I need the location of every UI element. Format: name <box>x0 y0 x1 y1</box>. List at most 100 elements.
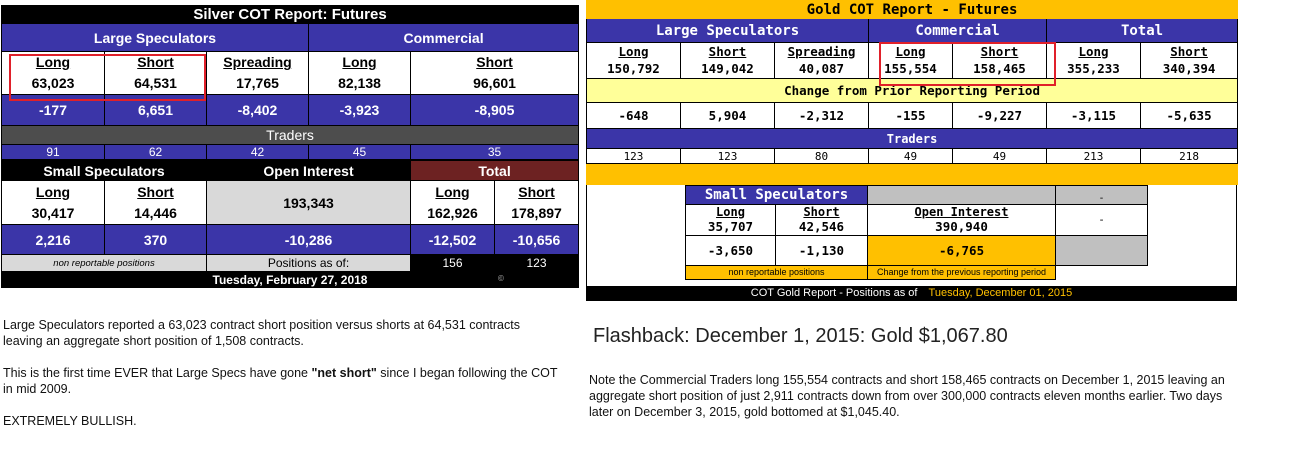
gold-ss-long-label: Long <box>685 204 776 219</box>
silver-ls-long: 63,023 <box>1 72 105 95</box>
gold-total-long-label: Long <box>1046 42 1141 60</box>
gold-traders-1: 123 <box>586 148 681 164</box>
gold-total-short: 340,394 <box>1139 59 1239 79</box>
gold-com-long-label: Long <box>868 42 953 60</box>
silver-total-long-label: Long <box>410 180 496 203</box>
gold-chg-1: -648 <box>586 102 681 129</box>
silver-traders-3: 42 <box>206 144 309 160</box>
gold-traders-6: 213 <box>1046 148 1141 164</box>
silver-chg-com-short: -8,905 <box>409 94 580 126</box>
left-p2-bold: "net short" <box>311 366 377 380</box>
gold-chg-3: -2,312 <box>774 102 869 129</box>
silver-cot-table: Silver COT Report: Futures Large Specula… <box>0 5 580 288</box>
silver-copyright: © <box>498 274 504 283</box>
gold-chg-6: -3,115 <box>1046 102 1141 129</box>
gold-spacer-bar <box>585 163 1239 185</box>
silver-open-interest: 193,343 <box>206 180 412 225</box>
left-paragraph-3: EXTREMELY BULLISH. <box>3 414 137 428</box>
right-paragraph: Note the Commercial Traders long 155,554… <box>589 373 1225 419</box>
gold-cot-table: Gold COT Report - Futures Large Speculat… <box>585 0 1239 301</box>
gold-ss-chg-short: -1,130 <box>774 234 869 266</box>
silver-oi-chg: -10,286 <box>206 224 412 255</box>
gold-ls-short: 149,042 <box>680 59 775 79</box>
gold-dash-2: - <box>1055 204 1149 236</box>
gold-ss-chg-long: -3,650 <box>685 234 776 266</box>
gold-ls-short-label: Short <box>680 42 775 60</box>
gold-com-short-label: Short <box>952 42 1047 60</box>
left-paragraph-1: Large Speculators reported a 63,023 cont… <box>3 318 520 348</box>
gold-chg-5: -9,227 <box>952 102 1047 129</box>
gold-change-prev-label: Change from the previous reporting perio… <box>867 264 1057 280</box>
gold-com-short: 158,465 <box>952 59 1047 79</box>
gold-traders-7: 218 <box>1139 148 1239 164</box>
gold-empty-cell <box>1055 265 1148 279</box>
silver-nonrep-label: non reportable positions <box>0 254 208 272</box>
gold-traders-3: 80 <box>774 148 869 164</box>
silver-com-long: 82,138 <box>308 72 411 95</box>
left-p2-start: This is the first time EVER that Large S… <box>3 366 312 380</box>
gold-oi-chg: -6,765 <box>867 234 1057 266</box>
silver-footer: Tuesday, February 27, 2018 © <box>0 271 580 288</box>
silver-com-short-label: Short <box>409 51 580 73</box>
silver-chg-ls-long: -177 <box>1 94 105 126</box>
silver-total-chg-long: -12,502 <box>410 224 496 255</box>
silver-total-short: 178,897 <box>494 202 580 225</box>
silver-com-short: 96,601 <box>409 72 580 95</box>
silver-traders-4: 45 <box>308 144 411 160</box>
silver-total-chg-short: -10,656 <box>494 224 580 255</box>
gold-com-long: 155,554 <box>868 59 953 79</box>
gold-nonrep-label: non reportable positions <box>684 264 869 280</box>
left-p2-end: since I began following the COT in mid 2… <box>3 366 558 396</box>
gold-total-long: 355,233 <box>1046 59 1141 79</box>
gold-ls-long: 150,792 <box>586 59 681 79</box>
gold-grey-cell-2 <box>1055 234 1149 266</box>
silver-ls-spreading-label: Spreading <box>206 51 309 73</box>
gold-total-short-label: Short <box>1139 42 1239 60</box>
gold-ss-long: 35,707 <box>685 219 776 236</box>
gold-traders-header: Traders <box>585 128 1239 149</box>
gold-commercial-header: Commercial <box>868 18 1047 43</box>
gold-small-specs-header: Small Speculators <box>684 185 869 205</box>
gold-large-specs-header: Large Speculators <box>586 18 869 43</box>
flashback-heading: Flashback: December 1, 2015: Gold $1,067… <box>593 325 1008 347</box>
gold-traders-4: 49 <box>868 148 953 164</box>
silver-ss-short: 14,446 <box>103 202 208 225</box>
silver-traders-2: 62 <box>104 144 207 160</box>
silver-traders-5: 35 <box>409 144 580 160</box>
silver-chg-com-long: -3,923 <box>308 94 411 126</box>
silver-chg-ls-short: 6,651 <box>104 94 207 126</box>
silver-date: Tuesday, February 27, 2018 <box>212 272 368 287</box>
gold-dash-1: - <box>1055 185 1149 205</box>
gold-total-header: Total <box>1045 18 1239 43</box>
silver-positions-label: Positions as of: <box>206 254 412 272</box>
gold-ls-long-label: Long <box>586 42 681 60</box>
silver-title: Silver COT Report: Futures <box>0 5 580 24</box>
gold-footer: COT Gold Report - Positions as of Tuesda… <box>586 286 1237 301</box>
gold-traders-2: 123 <box>680 148 775 164</box>
silver-commercial-header: Commercial <box>307 23 580 52</box>
gold-ls-spreading: 40,087 <box>774 59 869 79</box>
gold-title: Gold COT Report - Futures <box>585 0 1239 19</box>
gold-ss-short: 42,546 <box>774 219 869 236</box>
silver-traders-header: Traders <box>0 125 580 145</box>
gold-grey-cell <box>867 185 1057 205</box>
silver-ss-chg-short: 370 <box>103 224 208 255</box>
silver-large-specs-header: Large Speculators <box>1 23 309 52</box>
gold-footer-date: Tuesday, December 01, 2015 <box>928 287 1073 299</box>
silver-small-specs-header: Small Speculators <box>0 160 208 181</box>
silver-ss-chg-long: 2,216 <box>1 224 105 255</box>
silver-total-short-label: Short <box>494 180 580 203</box>
gold-ls-spreading-label: Spreading <box>774 42 869 60</box>
silver-total-header: Total <box>410 160 580 181</box>
silver-total-long: 162,926 <box>410 202 496 225</box>
gold-change-header: Change from Prior Reporting Period <box>585 78 1239 103</box>
gold-chg-7: -5,635 <box>1139 102 1239 129</box>
silver-chg-ls-spreading: -8,402 <box>206 94 309 126</box>
gold-traders-5: 49 <box>952 148 1047 164</box>
silver-ls-short: 64,531 <box>104 72 207 95</box>
gold-oi: 390,940 <box>867 219 1057 236</box>
gold-oi-label: Open Interest <box>867 204 1057 219</box>
silver-traders-1: 91 <box>1 144 105 160</box>
silver-ls-long-label: Long <box>1 51 105 73</box>
silver-total-traders-long: 156 <box>410 254 496 272</box>
